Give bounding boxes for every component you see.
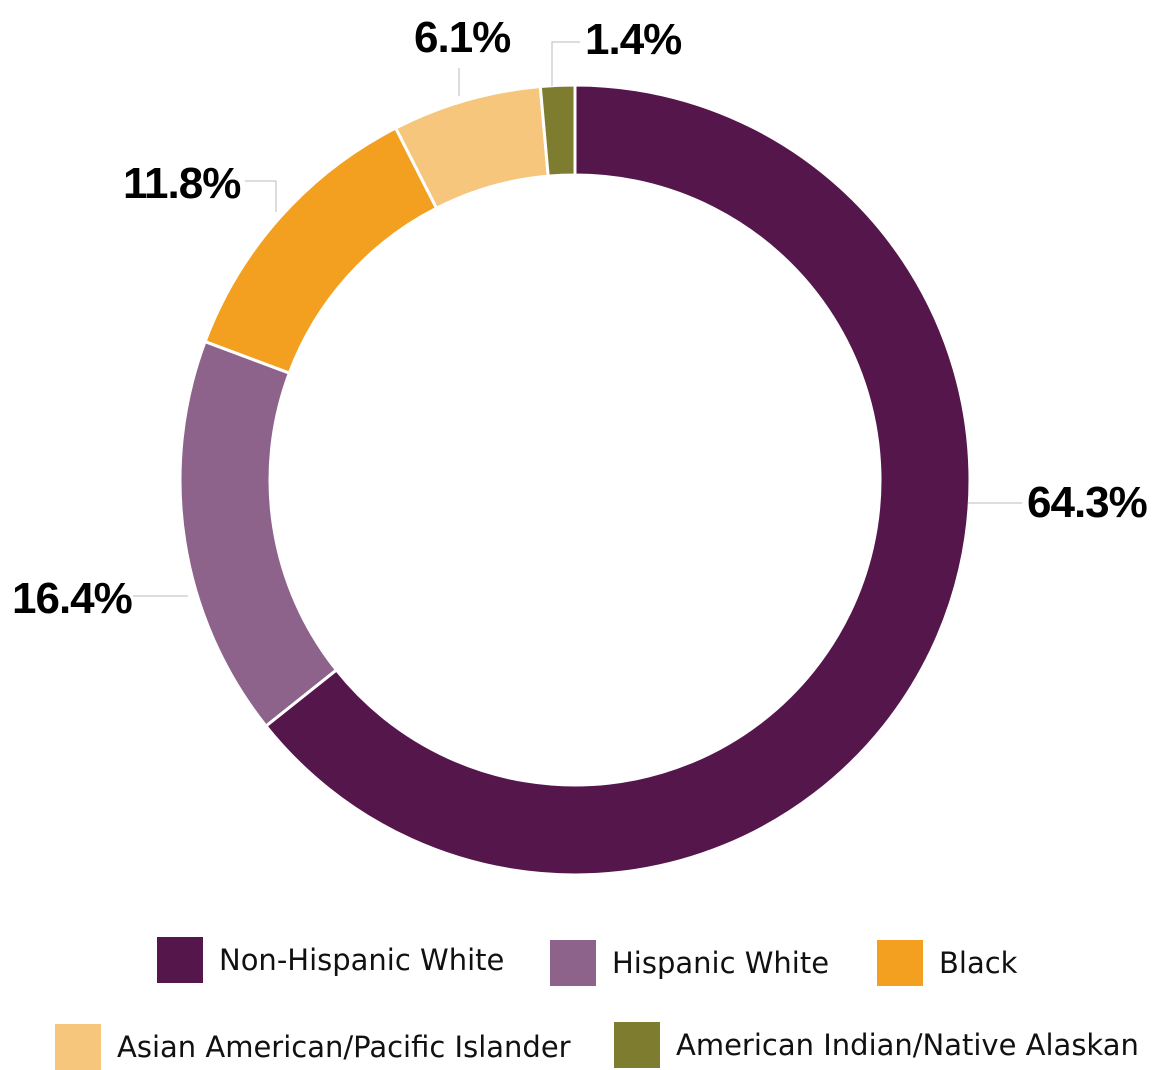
slice-hispanic-white	[178, 339, 339, 729]
data-label-american-indian-native-alaskan: 1.4%	[585, 15, 681, 64]
data-label-hispanic-white: 16.4%	[12, 574, 132, 623]
data-label-asian-american-pacific-islander: 6.1%	[414, 13, 510, 62]
leader-line-black	[245, 180, 277, 212]
data-label-black: 11.8%	[123, 159, 240, 208]
leader-line-american-indian-native-alaskan	[551, 41, 580, 86]
data-label-non-hispanic-white: 64.3%	[1027, 478, 1147, 527]
slice-american-indian-native-alaskan	[538, 83, 577, 178]
slice-non-hispanic-white	[263, 83, 972, 877]
